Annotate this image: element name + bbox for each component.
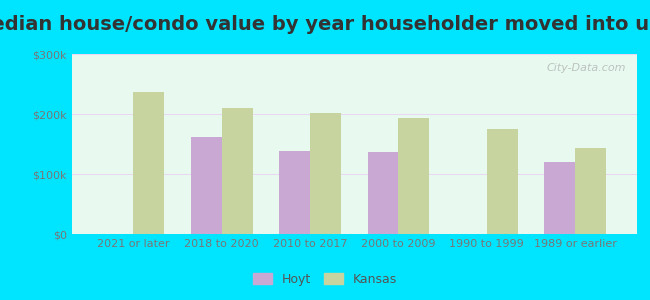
Legend: Hoyt, Kansas: Hoyt, Kansas xyxy=(248,268,402,291)
Bar xyxy=(575,148,606,234)
Bar xyxy=(191,137,222,234)
Bar xyxy=(222,108,253,234)
Text: City-Data.com: City-Data.com xyxy=(546,63,626,73)
Bar xyxy=(367,152,398,234)
Text: Median house/condo value by year householder moved into unit: Median house/condo value by year househo… xyxy=(0,15,650,34)
Bar xyxy=(279,151,310,234)
Bar xyxy=(487,129,517,234)
Bar xyxy=(310,113,341,234)
Bar xyxy=(544,162,575,234)
Bar xyxy=(133,92,164,234)
Bar xyxy=(398,118,430,234)
